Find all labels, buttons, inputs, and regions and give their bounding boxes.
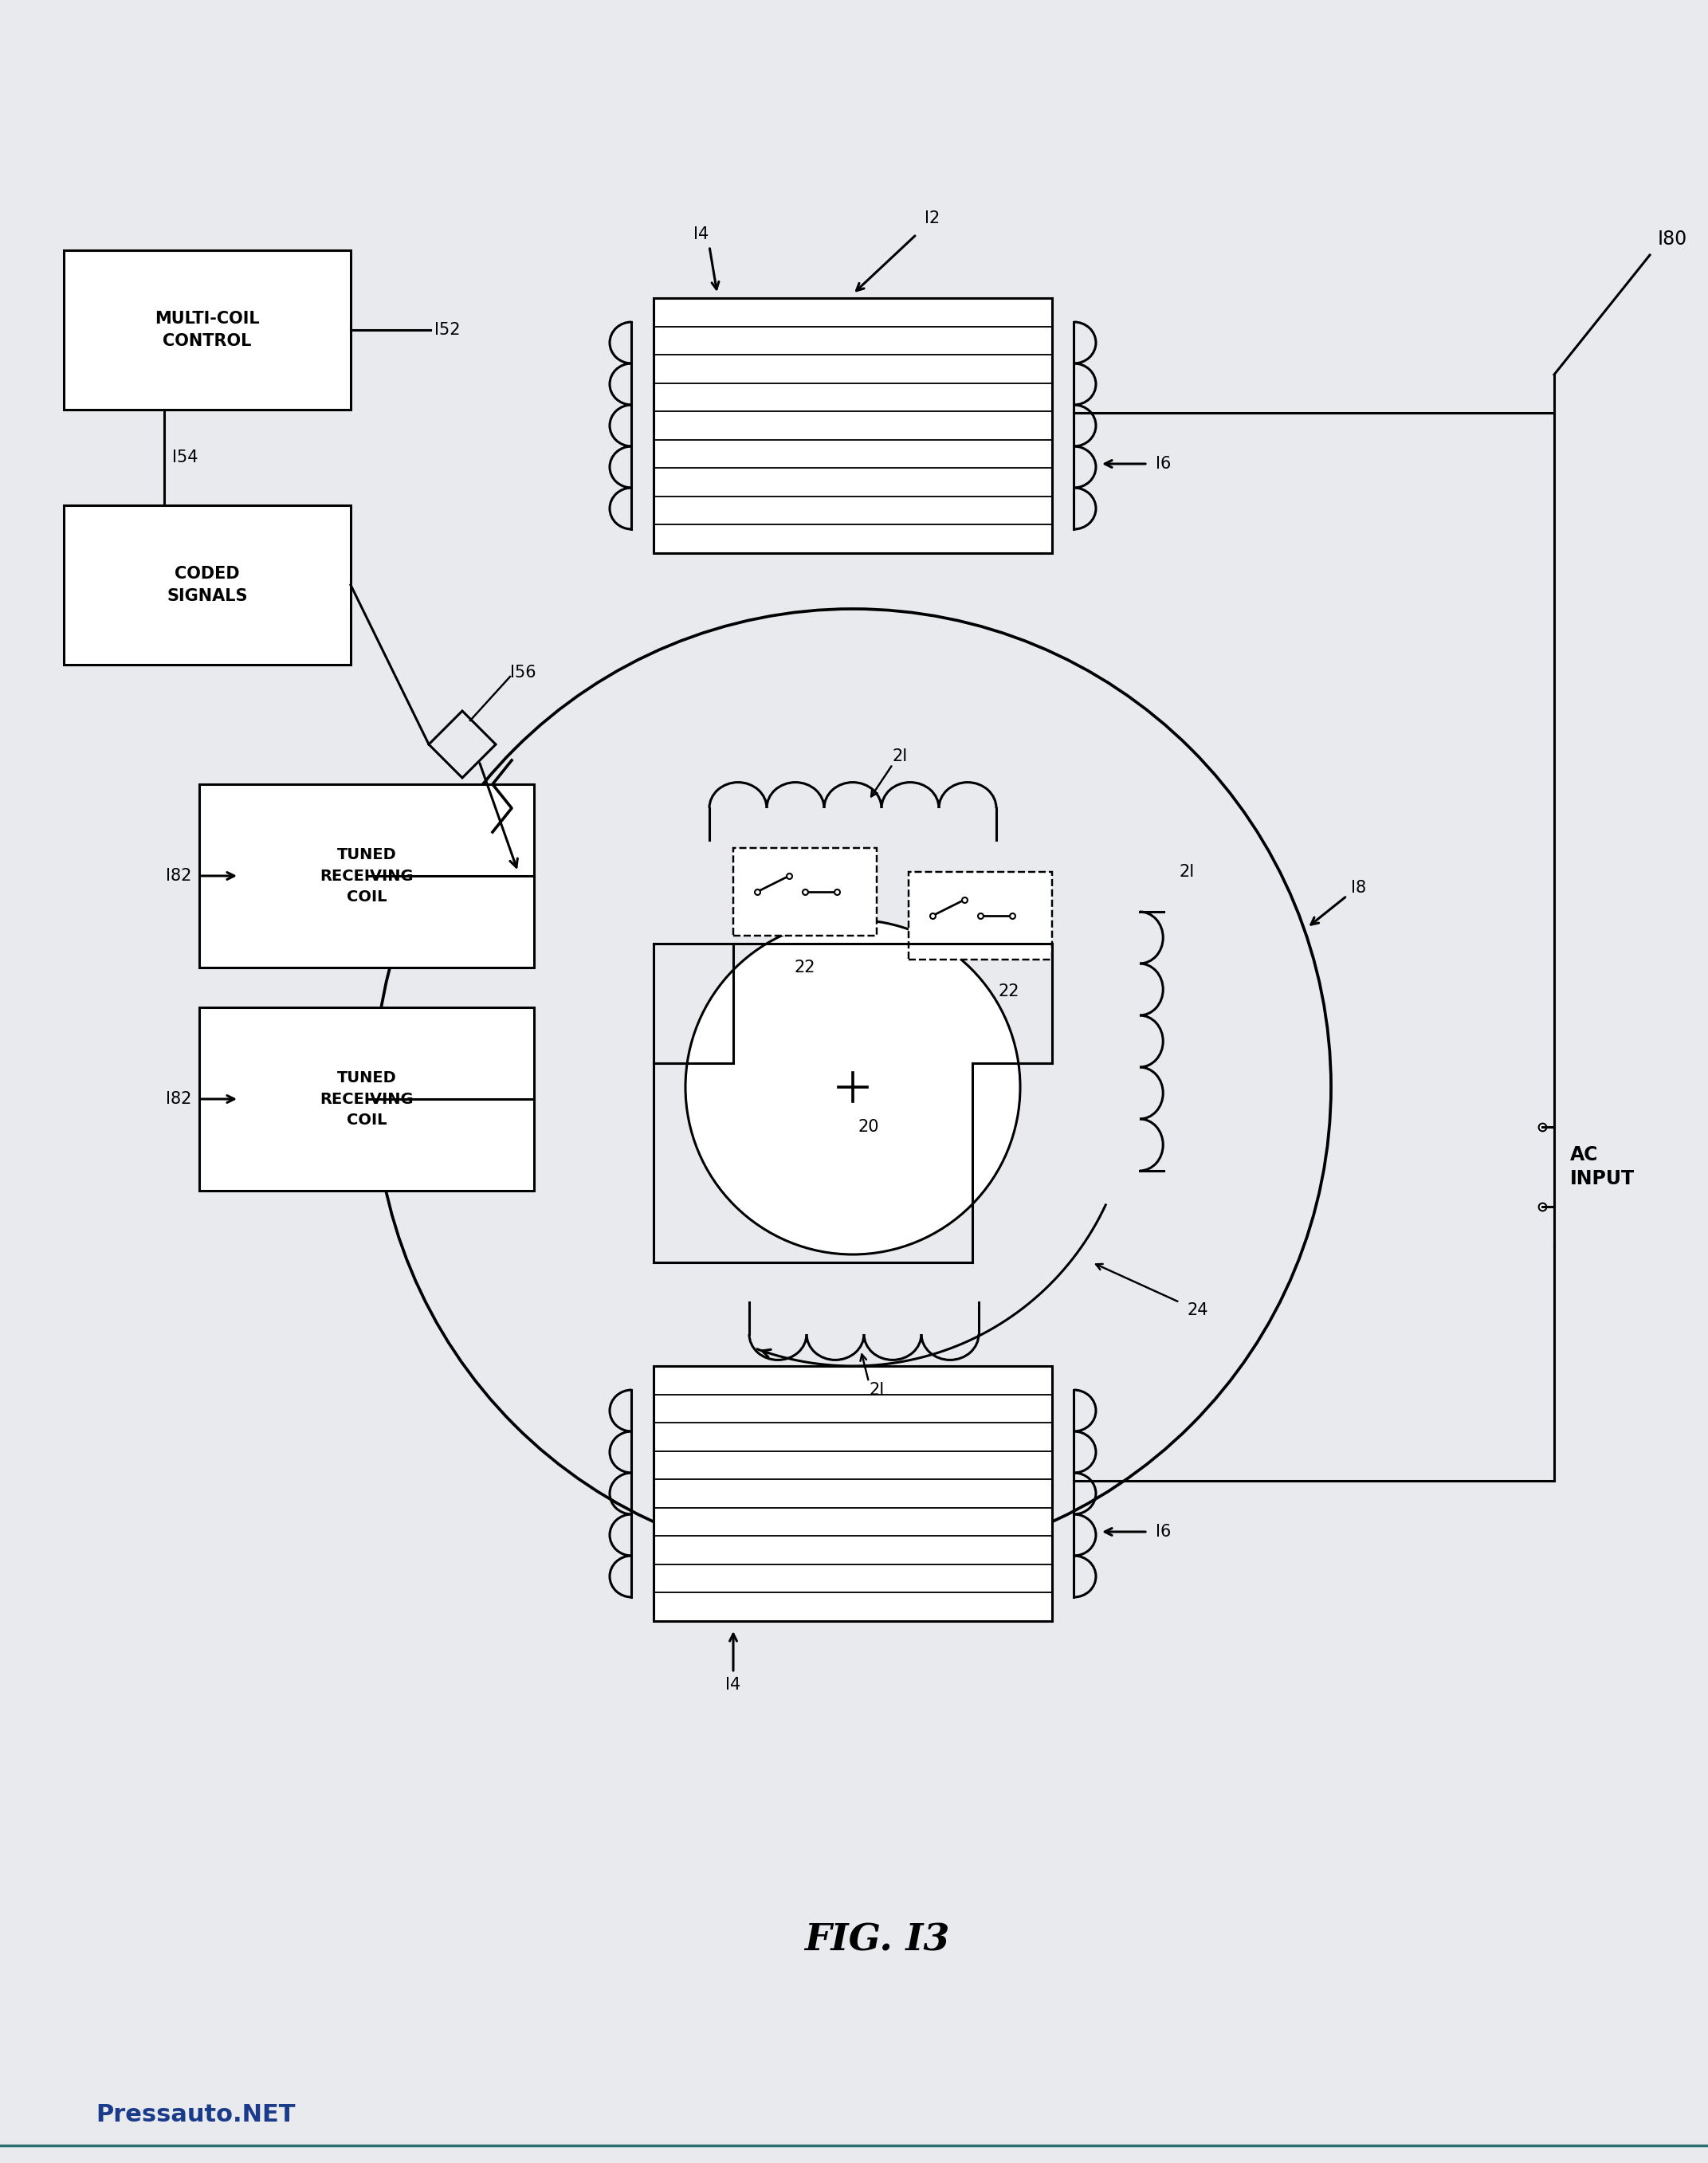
Bar [200,785,535,967]
Text: 24: 24 [1187,1302,1209,1317]
Text: 2I: 2I [893,748,909,764]
Text: TUNED
RECEIVING
COIL: TUNED RECEIVING COIL [319,1071,413,1127]
Text: I2: I2 [924,210,939,227]
Bar [733,848,876,937]
Text: AC
INPUT: AC INPUT [1570,1146,1635,1187]
Text: I80: I80 [1658,229,1688,249]
Bar [909,872,1052,960]
Text: I6: I6 [1156,456,1172,472]
Text: 2I: 2I [869,1382,885,1397]
Text: I4: I4 [726,1676,741,1694]
Text: MULTI-COIL
CONTROL: MULTI-COIL CONTROL [155,311,260,348]
Text: I82: I82 [166,867,191,885]
Bar [654,1367,1052,1620]
Bar [63,251,350,409]
Text: I8: I8 [1351,880,1366,895]
Text: I4: I4 [693,227,709,242]
Text: FIG. I3: FIG. I3 [804,1921,950,1958]
Text: Pressauto.NET: Pressauto.NET [96,2105,295,2126]
Circle shape [685,919,1020,1255]
Text: 20: 20 [857,1118,880,1136]
Text: CODED
SIGNALS: CODED SIGNALS [167,567,248,603]
Text: I56: I56 [511,664,536,681]
Text: 22: 22 [999,984,1020,999]
Text: I6: I6 [1156,1523,1172,1540]
Text: 22: 22 [794,960,815,976]
Bar [654,298,1052,554]
Text: I82: I82 [166,1090,191,1107]
Bar [200,1008,535,1190]
Bar [63,506,350,664]
Text: TUNED
RECEIVING
COIL: TUNED RECEIVING COIL [319,848,413,904]
Text: I54: I54 [173,450,198,465]
Text: I52: I52 [434,322,459,337]
Text: 2I: 2I [1180,863,1196,880]
